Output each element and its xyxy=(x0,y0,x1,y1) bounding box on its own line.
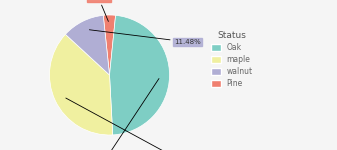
Text: 3.28%: 3.28% xyxy=(88,0,110,21)
Wedge shape xyxy=(50,34,113,135)
Wedge shape xyxy=(65,15,110,75)
Wedge shape xyxy=(110,15,170,135)
Legend: Oak, maple, walnut, Pine: Oak, maple, walnut, Pine xyxy=(210,30,254,90)
Text: 37.7%: 37.7% xyxy=(66,98,184,150)
Text: 11.48%: 11.48% xyxy=(89,30,201,45)
Text: 47.54%: 47.54% xyxy=(93,79,159,150)
Wedge shape xyxy=(103,15,116,75)
